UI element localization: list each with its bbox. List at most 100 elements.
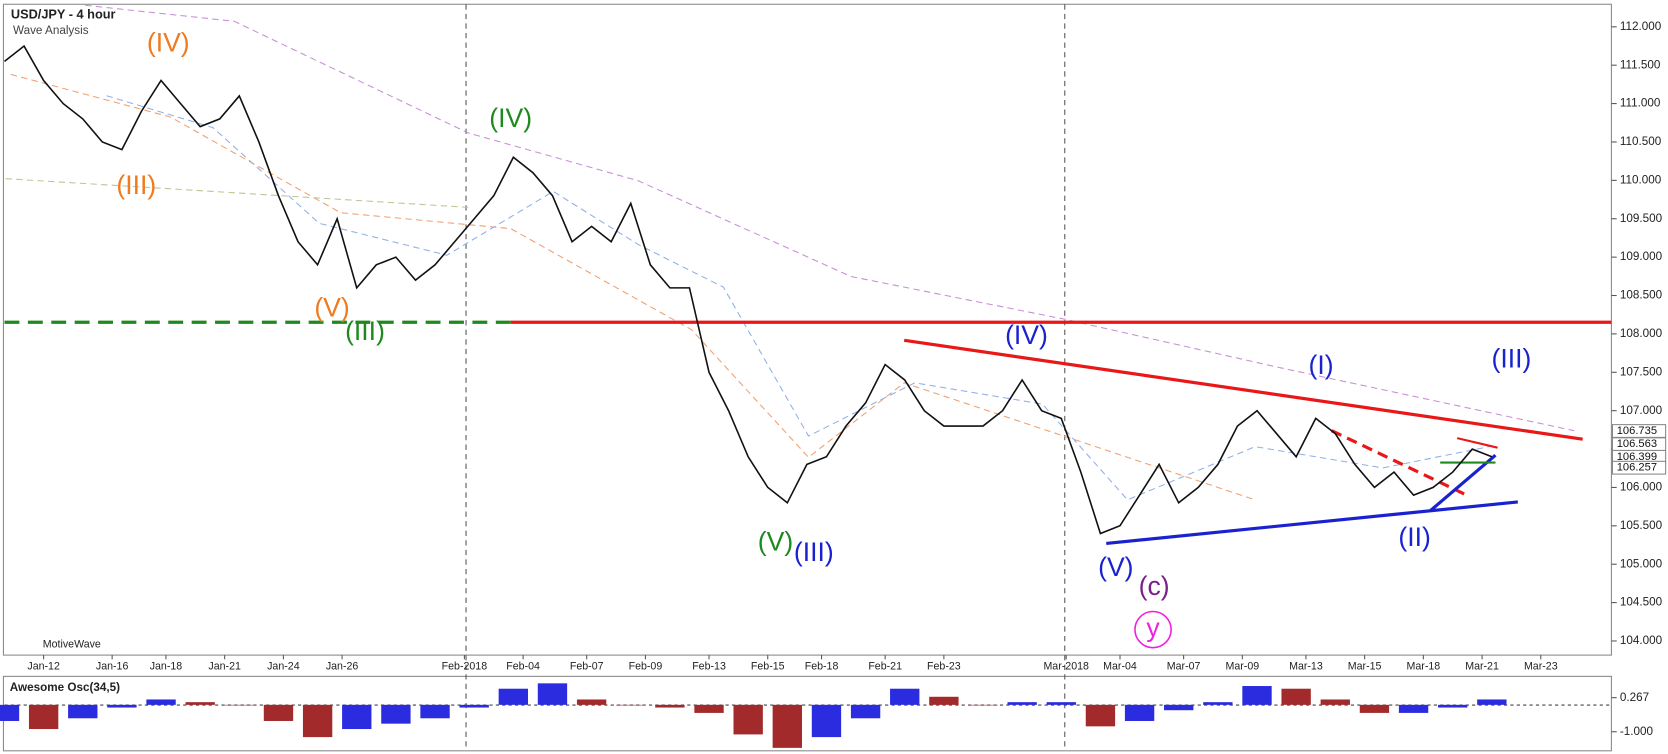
wave-label: (III): [116, 170, 156, 200]
oscillator-bar: [1085, 704, 1116, 727]
y-tick-label: 107.500: [1620, 365, 1663, 378]
y-tick-label: 112.000: [1620, 20, 1662, 33]
y-tick-label: 105.000: [1620, 557, 1663, 570]
x-tick-label: Feb-04: [506, 661, 540, 673]
oscillator-bar: [498, 688, 529, 705]
oscillator-bar: [733, 704, 763, 735]
oscillator-bar: [1320, 699, 1350, 705]
chart-subtitle: Wave Analysis: [13, 24, 89, 37]
wave-label: (IV): [147, 28, 190, 58]
oscillator-bar: [224, 704, 255, 706]
oscillator-bar: [1007, 702, 1037, 705]
oscillator-bar: [1164, 704, 1194, 711]
oscillator-bar: [576, 699, 607, 705]
y-tick-label: 108.500: [1620, 289, 1663, 302]
trend-line: [1429, 453, 1497, 512]
oscillator-bar: [694, 704, 724, 713]
oscillator-bar: [1046, 702, 1076, 705]
moving-average: [106, 95, 1490, 501]
watermark: MotiveWave: [43, 638, 101, 650]
y-tick-label: 0.267: [1620, 691, 1649, 704]
moving-average: [85, 4, 1575, 432]
x-tick-label: Feb-2018: [442, 661, 488, 673]
x-tick-label: Mar-21: [1465, 661, 1499, 673]
oscillator-bar: [1124, 704, 1155, 721]
wave-label: (V): [758, 526, 793, 556]
x-tick-label: Mar-15: [1348, 661, 1382, 673]
oscillator-bar: [1242, 686, 1272, 705]
trend-line: [1331, 429, 1471, 499]
oscillator-bar: [342, 704, 372, 730]
x-tick-label: Mar-04: [1103, 661, 1137, 673]
y-tick-label: 110.500: [1620, 135, 1662, 148]
wave-label: y: [1146, 613, 1160, 643]
chart-title: USD/JPY - 4 hour: [11, 6, 116, 21]
x-tick-label: Mar-23: [1524, 661, 1558, 673]
oscillator-bar: [1477, 699, 1507, 705]
wave-label: (II): [1398, 522, 1430, 552]
price-tag-box: [1611, 460, 1667, 475]
oscillator-bar: [1203, 702, 1233, 705]
trend-line: [1106, 500, 1518, 546]
oscillator-bar: [28, 704, 59, 730]
x-tick-label: Feb-23: [927, 661, 961, 673]
oscillator-bar: [850, 704, 881, 719]
x-tick-label: Jan-16: [96, 661, 129, 673]
y-tick-label: 110.000: [1620, 173, 1662, 186]
y-tick-label: 109.500: [1620, 212, 1663, 225]
x-tick-label: Jan-21: [208, 661, 241, 673]
oscillator-bar: [420, 704, 450, 719]
x-tick-label: Feb-21: [868, 661, 902, 673]
y-tick-label: -1.000: [1620, 725, 1654, 738]
oscillator-title: Awesome Osc(34,5): [10, 681, 120, 694]
x-tick-label: Jan-24: [267, 661, 300, 673]
oscillator-bar: [890, 688, 920, 705]
x-tick-label: Feb-15: [751, 661, 785, 673]
y-tick-label: 105.500: [1620, 519, 1663, 532]
x-tick-label: Jan-18: [150, 661, 183, 673]
wave-label: (III): [345, 316, 385, 346]
y-tick-label: 106.000: [1620, 481, 1663, 494]
wave-label: (III): [794, 537, 834, 567]
price-line: [4, 44, 1493, 535]
oscillator-bar: [1438, 704, 1468, 708]
x-tick-label: Mar-2018: [1043, 661, 1089, 673]
y-tick-label: 109.000: [1620, 250, 1663, 263]
oscillator-bar: [616, 704, 646, 706]
wave-label: (c): [1139, 571, 1170, 601]
price-tag: 106.735: [1617, 425, 1657, 437]
oscillator-bar: [968, 704, 998, 706]
x-tick-label: Mar-18: [1407, 661, 1441, 673]
trend-line: [903, 338, 1583, 441]
y-tick-label: 107.000: [1620, 404, 1663, 417]
oscillator-bar: [1398, 704, 1429, 713]
wave-label: (IV): [489, 103, 532, 133]
oscillator-bar: [146, 699, 176, 705]
oscillator-bar: [302, 704, 333, 738]
y-tick-label: 111.500: [1620, 58, 1661, 71]
price-panel-frame: [2, 3, 1612, 656]
oscillator-bar: [1281, 688, 1311, 705]
price-tag: 106.563: [1617, 438, 1657, 450]
oscillator-bar: [772, 704, 802, 748]
oscillator-bar: [68, 704, 98, 719]
wave-label: (V): [1098, 552, 1133, 582]
oscillator-bar: [107, 704, 137, 708]
y-tick-label: 111.000: [1620, 97, 1661, 110]
x-tick-label: Mar-13: [1289, 661, 1323, 673]
x-tick-label: Jan-26: [326, 661, 359, 673]
wave-label: (III): [1492, 344, 1532, 374]
wave-label: (IV): [1005, 320, 1048, 350]
oscillator-bar: [459, 704, 489, 708]
oscillator-bar: [811, 704, 842, 738]
price-tag: 106.257: [1617, 462, 1657, 474]
wave-circle: [1134, 610, 1172, 649]
x-tick-label: Mar-07: [1167, 661, 1201, 673]
oscillator-bar: [0, 704, 20, 721]
wave-label: (V): [314, 292, 349, 322]
oscillator-bar: [381, 704, 411, 724]
x-tick-label: Jan-12: [27, 661, 60, 673]
